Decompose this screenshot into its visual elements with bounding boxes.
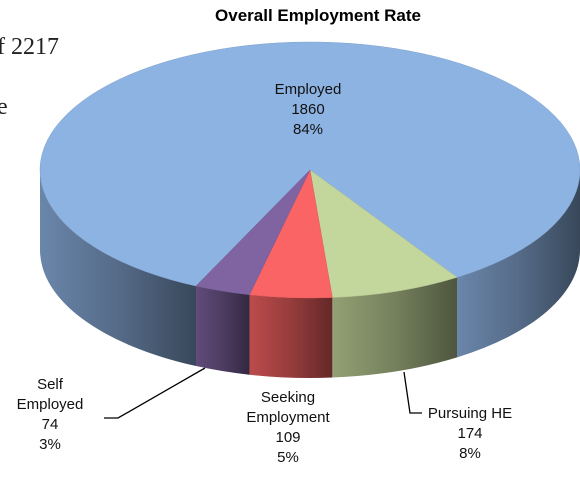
- value-label: 174: [457, 425, 483, 442]
- data-label: Pursuing HE 174 8%: [420, 404, 520, 464]
- category-label: Self Employed: [16, 376, 84, 413]
- background-text: f 2217: [0, 34, 59, 60]
- percent-label: 8%: [459, 445, 481, 462]
- value-label: 1860: [291, 101, 325, 118]
- leader-line: [403, 371, 422, 414]
- value-label: 74: [41, 416, 59, 433]
- category-label: Employed: [274, 81, 342, 98]
- leader-line: [104, 367, 206, 419]
- value-label: 109: [275, 429, 301, 446]
- category-label: Seeking Employment: [246, 389, 330, 426]
- slice: [309, 169, 458, 298]
- category-label: Pursuing HE: [427, 405, 513, 422]
- data-label: Self Employed 74 3%: [15, 375, 85, 455]
- slice-side: [332, 277, 458, 378]
- percent-label: 5%: [277, 449, 299, 466]
- slice: [195, 169, 311, 296]
- slice-side: [39, 170, 197, 367]
- slice-side: [196, 286, 250, 375]
- slice-side: [457, 170, 580, 358]
- slice-side: [249, 294, 333, 378]
- chart-title: Overall Employment Rate: [215, 6, 421, 25]
- percent-label: 3%: [39, 436, 61, 453]
- background-text: e: [0, 94, 8, 120]
- data-label: Seeking Employment 109 5%: [238, 388, 338, 468]
- percent-label: 84%: [292, 121, 324, 138]
- slice: [39, 41, 580, 287]
- data-label: Employed 1860 84%: [258, 80, 358, 140]
